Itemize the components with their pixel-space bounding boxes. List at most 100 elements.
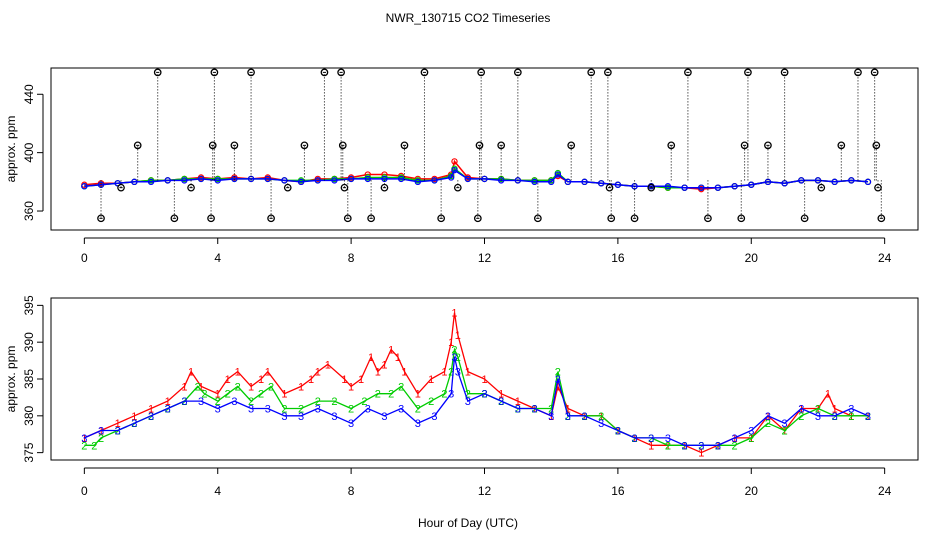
series-point-2: 2 <box>91 440 97 452</box>
series-point-1: 1 <box>682 440 688 452</box>
series-point-2: 2 <box>682 440 688 452</box>
y-tick-label: 360 <box>22 201 36 221</box>
series-point-3: 3 <box>281 411 287 423</box>
series-point-baseline-3 <box>481 175 488 183</box>
series-point-2: 2 <box>415 403 421 415</box>
series-point-1: 1 <box>748 433 754 445</box>
flask-point <box>367 214 375 223</box>
flask-point <box>800 214 809 223</box>
series-point-2: 2 <box>248 396 254 408</box>
series-point-baseline-3 <box>781 180 788 187</box>
flask-point <box>475 141 484 150</box>
series-point-2: 2 <box>748 433 754 445</box>
series-point-3: 3 <box>631 433 637 445</box>
flask-point <box>453 183 462 192</box>
series-point-2: 2 <box>765 418 771 430</box>
series-point-1: 1 <box>481 374 487 386</box>
series-point-1: 1 <box>798 403 804 415</box>
y-axis-bottom: 375 380 385 390 395 <box>22 295 44 463</box>
x-tick-label: 20 <box>745 251 759 265</box>
series-point-1: 1 <box>115 418 121 430</box>
series-line-3 <box>84 356 869 446</box>
series-point-1: 1 <box>555 381 561 393</box>
series-point-3: 3 <box>381 411 387 423</box>
series-point-baseline-3 <box>147 178 155 186</box>
series-point-baseline-3 <box>764 178 772 186</box>
series-point-2: 2 <box>631 433 637 445</box>
flask-point <box>338 141 347 150</box>
series-point-3: 3 <box>555 374 561 386</box>
series-point-baseline-3 <box>614 181 622 188</box>
series-point-3: 3 <box>515 403 521 415</box>
series-point-1: 1 <box>298 381 304 393</box>
flask-point <box>208 141 217 150</box>
series-point-baseline-3 <box>464 175 472 183</box>
series-point-3: 3 <box>115 426 121 438</box>
flask-point <box>764 141 772 150</box>
series-point-1: 1 <box>848 411 854 423</box>
series-point-2: 2 <box>165 403 171 415</box>
series-point-1: 1 <box>648 440 654 452</box>
series-point-2: 2 <box>615 426 621 438</box>
series-point-2: 2 <box>581 411 587 423</box>
flask-point <box>872 141 881 150</box>
flask-point <box>420 68 429 77</box>
series-point-2: 2 <box>258 389 264 401</box>
series-point-2: 2 <box>148 411 154 423</box>
series-point-3: 3 <box>451 352 457 364</box>
series-point-baseline-3 <box>748 181 755 188</box>
flask-point <box>473 214 482 223</box>
flask-point <box>737 214 746 223</box>
x-tick-label: 4 <box>214 484 221 498</box>
series-point-baseline-3 <box>798 177 805 184</box>
series-point-baseline-3 <box>364 175 371 183</box>
series-point-2: 2 <box>195 381 201 393</box>
series-point-1: 1 <box>248 381 254 393</box>
flask-point <box>337 68 345 77</box>
series-line-1 <box>84 312 868 454</box>
x-axis-top: 0 4 8 12 16 20 24 <box>81 237 892 265</box>
flask-point <box>380 183 389 192</box>
x-tick-label: 0 <box>81 251 88 265</box>
series-point-3: 3 <box>481 389 487 401</box>
series-point-1: 1 <box>565 403 571 415</box>
flask-point <box>877 214 886 223</box>
series-point-2: 2 <box>331 396 337 408</box>
x-tick-label: 8 <box>348 251 355 265</box>
series-point-2: 2 <box>375 389 381 401</box>
series-point-3: 3 <box>215 403 221 415</box>
series-point-2: 2 <box>455 352 461 364</box>
series-point-2: 2 <box>281 403 287 415</box>
flask-point <box>667 141 676 150</box>
series-point-2: 2 <box>481 389 487 401</box>
y-tick-label: 395 <box>22 295 36 315</box>
series-point-1: 1 <box>448 337 454 349</box>
series-point-3: 3 <box>148 411 154 423</box>
panel-bottom: approx. ppm 0 4 8 12 16 20 24 375380385390395 … <box>4 295 919 498</box>
series-point-2: 2 <box>698 440 704 452</box>
flask-point <box>170 214 179 223</box>
flask-point <box>817 183 826 192</box>
series-point-3: 3 <box>331 411 337 423</box>
flask-point <box>744 68 752 77</box>
series-point-1: 1 <box>732 433 738 445</box>
y-tick-label: 385 <box>22 369 36 389</box>
series-point-1: 1 <box>598 411 604 423</box>
series-point-3: 3 <box>598 418 604 430</box>
flask-point <box>320 68 329 77</box>
flask-point <box>567 141 576 150</box>
series-point-3: 3 <box>865 411 871 423</box>
series-point-1: 1 <box>81 433 87 445</box>
series-point-1: 1 <box>765 411 771 423</box>
series-point-2: 2 <box>201 389 207 401</box>
flask-point <box>247 68 255 77</box>
flask-point <box>497 141 506 150</box>
series-point-1: 1 <box>665 440 671 452</box>
series-point-1: 1 <box>368 352 374 364</box>
series-point-3: 3 <box>131 418 137 430</box>
series-point-3: 3 <box>198 396 204 408</box>
series-point-1: 1 <box>348 381 354 393</box>
flask-point <box>740 141 749 150</box>
series-point-1: 1 <box>465 367 471 379</box>
